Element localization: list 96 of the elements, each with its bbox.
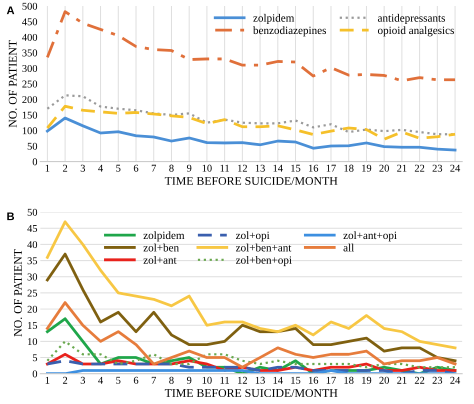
x-tick-label: 14	[274, 164, 283, 172]
x-axis-title: TIME BEFORE SUICIDE/MONTH	[164, 176, 338, 185]
line-series	[46, 359, 456, 374]
x-tick-label: 9	[186, 376, 192, 384]
x-tick-label: 1	[46, 164, 50, 172]
x-tick-label: 7	[152, 376, 156, 384]
y-axis-title: NO. OF PATIENT	[14, 249, 22, 336]
x-tick-label: 6	[134, 164, 138, 172]
x-tick-label: 23	[432, 376, 442, 384]
y-tick-label: 400	[22, 34, 38, 41]
y-tick-label: 250	[22, 80, 38, 88]
line-series	[46, 301, 456, 369]
x-tick-label: 15	[291, 164, 300, 172]
x-tick-label: 19	[362, 164, 372, 172]
x-tick-label: 12	[238, 376, 247, 384]
y-tick-label: 150	[22, 112, 38, 119]
x-tick-label: 22	[414, 164, 424, 172]
x-tick-label: 7	[152, 164, 156, 172]
x-tick-label: 20	[379, 376, 389, 384]
x-tick-label: 5	[116, 164, 120, 172]
line-series	[46, 104, 456, 141]
y-tick-label: 100	[22, 127, 38, 134]
line-series	[46, 10, 456, 82]
y-tick-label: 5	[32, 354, 38, 362]
x-tick-label: 18	[344, 164, 354, 172]
y-tick-label: 0	[32, 370, 38, 378]
legend-label: zol+ben+opi	[236, 256, 292, 266]
y-tick-label: 25	[28, 290, 38, 297]
x-tick-label: 16	[308, 376, 318, 384]
y-tick-label: 500	[22, 2, 38, 10]
x-tick-label: 24	[450, 376, 460, 384]
y-tick-label: 15	[28, 322, 38, 329]
x-tick-label: 11	[220, 376, 230, 384]
legend-label: zol+ben+ant	[236, 244, 292, 252]
line-series	[46, 116, 456, 152]
x-tick-label: 13	[256, 164, 265, 172]
x-tick-label: 3	[80, 376, 86, 384]
legend-label: zol+ben	[144, 244, 179, 252]
legend-label: zol+ant+opi	[343, 231, 397, 242]
y-tick-label: 350	[22, 49, 38, 56]
y-tick-label: 10	[28, 338, 38, 346]
x-tick-label: 4	[98, 376, 103, 384]
legend-label: antidepressants	[378, 14, 446, 24]
x-tick-label: 11	[220, 164, 230, 172]
x-tick-label: 3	[80, 164, 86, 172]
y-tick-label: 45	[27, 225, 38, 232]
x-tick-label: 8	[169, 376, 174, 384]
y-tick-label: 300	[22, 64, 38, 72]
y-tick-label: 30	[28, 273, 38, 280]
chart-title: B	[7, 212, 14, 220]
x-tick-label: 10	[202, 376, 212, 384]
x-tick-label: 10	[202, 164, 212, 172]
x-tick-label: 20	[379, 164, 389, 172]
x-tick-label: 2	[62, 164, 68, 172]
x-tick-label: 15	[291, 376, 300, 384]
x-tick-label: 17	[326, 376, 336, 384]
x-tick-label: 12	[238, 164, 247, 172]
x-tick-label: 17	[326, 164, 336, 172]
x-tick-label: 2	[62, 376, 68, 384]
legend-label: zolpidem	[144, 231, 184, 242]
x-tick-label: 16	[308, 164, 318, 172]
legend-label: zol+opi	[236, 231, 270, 242]
y-tick-label: 35	[28, 257, 38, 264]
y-tick-label: 200	[22, 96, 38, 104]
legend-label: benzodiazepines	[253, 26, 326, 36]
legend-label: zolpidem	[253, 14, 294, 24]
legend-label: zol+ant	[144, 256, 177, 264]
x-tick-label: 22	[414, 376, 424, 384]
x-tick-label: 14	[274, 376, 283, 384]
x-tick-label: 19	[362, 376, 372, 384]
x-tick-label: 5	[116, 376, 120, 384]
legend-label: all	[344, 244, 354, 252]
legend-label: opioid analgesics	[378, 26, 454, 36]
x-tick-label: 1	[46, 376, 50, 384]
x-tick-label: 21	[397, 376, 406, 384]
line-series	[46, 340, 456, 368]
y-tick-label: 20	[28, 306, 38, 313]
y-tick-label: 50	[28, 208, 38, 216]
chart-title: A	[6, 6, 14, 14]
y-tick-label: 40	[27, 241, 38, 248]
line-series	[46, 252, 456, 362]
x-tick-label: 6	[134, 376, 138, 384]
line-series	[46, 220, 456, 350]
x-tick-label: 18	[344, 376, 354, 384]
x-tick-label: 9	[186, 164, 192, 172]
y-tick-label: 50	[28, 142, 38, 150]
x-tick-label: 23	[432, 164, 442, 172]
x-axis-title: TIME BEFORE SUICIDE/MONTH	[164, 389, 338, 398]
x-tick-label: 21	[397, 164, 406, 172]
y-axis-title: NO. OF PATIENT	[8, 40, 17, 128]
y-tick-label: 450	[22, 18, 38, 26]
x-tick-label: 13	[256, 376, 265, 384]
x-tick-label: 24	[450, 164, 460, 172]
x-tick-label: 8	[169, 164, 174, 172]
x-tick-label: 4	[98, 164, 103, 172]
y-tick-label: 0	[32, 158, 38, 166]
